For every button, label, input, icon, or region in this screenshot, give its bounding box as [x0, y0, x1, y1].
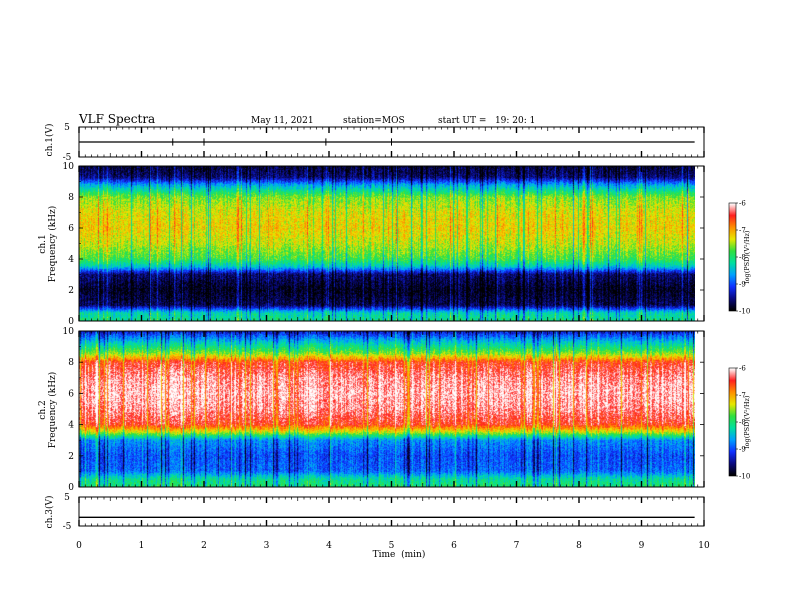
colorbar-tick-label: -6: [739, 200, 746, 208]
ch2-colorbar-image: [729, 368, 736, 476]
ch2-spectrogram-panel: 0 2 4 6 8 10: [63, 327, 705, 493]
x-tick-label: 9: [639, 541, 645, 551]
ch1-spectrogram-ytick-label: 6: [68, 224, 74, 234]
date-label: May 11, 2021: [251, 116, 314, 126]
ch3-voltage-ylabel: ch.3(V): [44, 496, 55, 529]
ch2-spectrogram-ytick-label: 2: [68, 452, 74, 462]
colorbar-tick-label: -6: [739, 365, 746, 373]
colorbar-tick-label: -8: [739, 419, 746, 427]
station-label: station=MOS: [343, 116, 405, 126]
ch3-voltage-ytick-label: -5: [63, 522, 72, 532]
ch2-colorbar: -6 -7 -8 -9 -10 log(PSD)(V²/Hz): [728, 365, 751, 481]
ch2-spectrogram-ylabel-frequency: Frequency (kHz): [47, 372, 58, 449]
colorbar-label: log(PSD)(V²/Hz): [743, 395, 751, 448]
ch1-colorbar-image: [729, 203, 736, 311]
colorbar-tick-label: -8: [739, 254, 746, 262]
x-tick-label: 2: [201, 541, 207, 551]
colorbar-tick-label: -7: [739, 392, 746, 400]
colorbar-tick-label: -7: [739, 227, 746, 235]
start-ut-label: start UT = 19: 20: 1: [438, 116, 535, 126]
ch2-spectrogram-image: [79, 331, 695, 487]
x-axis-ticks: 0 1 2 3 4 5 6 7 8 9 10: [76, 541, 710, 551]
ch1-spectrogram-ytick-label: 4: [68, 255, 74, 265]
ch2-spectrogram-ylabel-channel: ch.2: [38, 400, 48, 419]
x-axis-label: Time (min): [373, 549, 426, 560]
figure-title: VLF Spectra: [78, 112, 155, 126]
colorbar-tick-label: -9: [739, 281, 746, 289]
x-tick-label: 3: [264, 541, 270, 551]
ch2-spectrogram-ytick-label: 4: [68, 421, 74, 431]
ch3-voltage-panel: 5 -5: [63, 493, 705, 532]
ch1-spectrogram-panel: 0 2 4 6 8 10: [63, 162, 705, 327]
ch1-spectrogram-image: [79, 166, 695, 321]
colorbar-label: log(PSD)(V²/Hz): [743, 230, 751, 283]
x-tick-label: 7: [514, 541, 520, 551]
ch3-voltage-ytick-label: 5: [64, 493, 70, 503]
ch1-voltage-ytick-label: 5: [64, 123, 70, 133]
x-tick-label: 0: [76, 541, 82, 551]
ch1-voltage-panel: 5 -5: [63, 123, 705, 163]
ch1-spectrogram-ytick-label: 8: [68, 193, 74, 203]
ch2-spectrogram-ytick-label: 6: [68, 389, 74, 399]
colorbar-tick-label: -9: [739, 446, 746, 454]
x-tick-label: 5: [389, 541, 395, 551]
ch1-spectrogram-ylabel-frequency: Frequency (kHz): [47, 206, 58, 283]
ch1-spectrogram-ytick-label: 0: [68, 317, 74, 327]
ch1-spectrogram-ylabel-channel: ch.1: [38, 234, 48, 253]
x-tick-label: 6: [451, 541, 457, 551]
x-tick-label: 4: [326, 541, 332, 551]
colorbar-tick-label: -10: [739, 473, 750, 481]
ch2-spectrogram-ytick-label: 10: [63, 327, 75, 337]
x-tick-label: 1: [139, 541, 145, 551]
ch2-spectrogram-ytick-label: 8: [68, 358, 74, 368]
ch1-spectrogram-ytick-label: 2: [68, 286, 74, 296]
ch1-spectrogram-ytick-label: 10: [63, 162, 75, 172]
ch2-spectrogram-ytick-label: 0: [68, 483, 74, 493]
colorbar-tick-label: -10: [739, 308, 750, 316]
ch1-voltage-ytick-label: -5: [63, 153, 72, 163]
ch1-colorbar: -6 -7 -8 -9 -10 log(PSD)(V²/Hz): [728, 200, 751, 316]
x-tick-label: 10: [698, 541, 710, 551]
x-tick-label: 8: [576, 541, 582, 551]
ch1-voltage-ylabel: ch.1(V): [44, 124, 55, 157]
